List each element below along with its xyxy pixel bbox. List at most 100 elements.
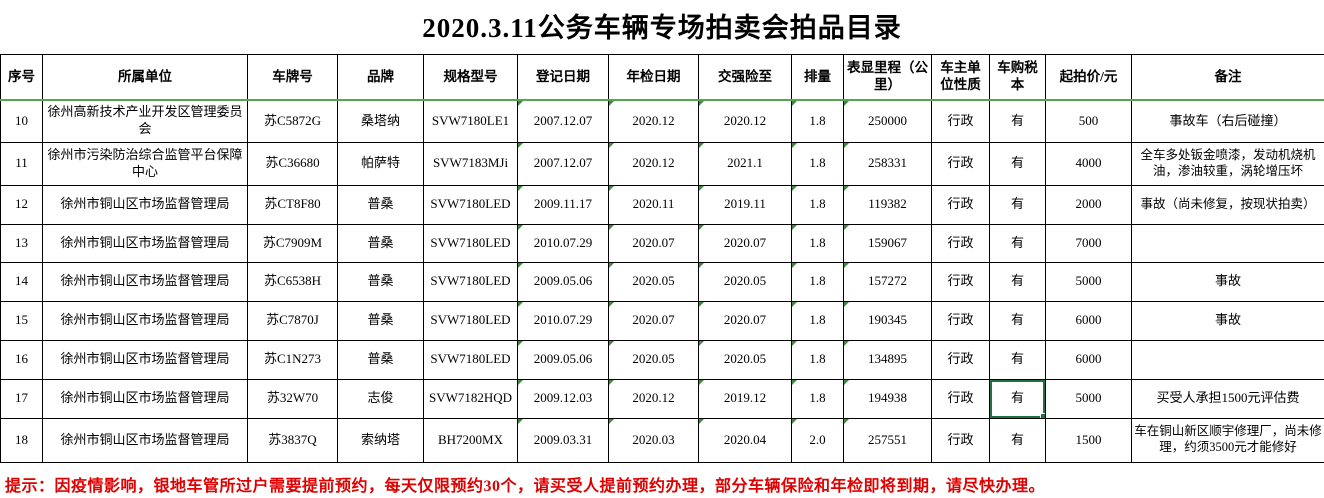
cell-reg-date[interactable]: 2007.12.07 — [517, 99, 609, 143]
cell-model[interactable]: SVW7180LE1 — [423, 99, 518, 143]
cell-plate[interactable]: 苏3837Q — [247, 417, 338, 463]
cell-remark[interactable]: 车在铜山新区顺宇修理厂，尚未修理，约须3500元才能修好 — [1131, 417, 1324, 463]
cell-reg-date[interactable]: 2009.05.06 — [517, 339, 609, 380]
cell-displacement[interactable]: 1.8 — [791, 99, 844, 143]
cell-tax-book[interactable]: 有 — [989, 417, 1046, 463]
cell-brand[interactable]: 普桑 — [337, 184, 424, 225]
column-header-insurance-until[interactable]: 交强险至 — [698, 54, 792, 101]
cell-tax-book[interactable]: 有 — [989, 99, 1046, 143]
cell-model[interactable]: SVW7180LED — [423, 223, 518, 263]
cell-start-price[interactable]: 1500 — [1045, 417, 1132, 463]
cell-no[interactable]: 16 — [0, 339, 43, 380]
cell-insurance-until[interactable]: 2019.12 — [698, 378, 792, 419]
cell-owner-type[interactable]: 行政 — [931, 184, 990, 225]
cell-reg-date[interactable]: 2009.05.06 — [517, 261, 609, 302]
cell-inspection-date[interactable]: 2020.11 — [608, 184, 699, 225]
cell-model[interactable]: SVW7180LED — [423, 339, 518, 380]
column-header-start-price[interactable]: 起拍价/元 — [1045, 54, 1132, 101]
cell-owner-type[interactable]: 行政 — [931, 378, 990, 419]
cell-inspection-date[interactable]: 2020.05 — [608, 261, 699, 302]
cell-remark[interactable]: 买受人承担1500元评估费 — [1131, 378, 1324, 419]
column-header-no[interactable]: 序号 — [0, 54, 43, 101]
cell-reg-date[interactable]: 2007.12.07 — [517, 141, 609, 186]
cell-unit[interactable]: 徐州高新技术产业开发区管理委员会 — [42, 99, 248, 143]
cell-insurance-until[interactable]: 2020.07 — [698, 223, 792, 263]
cell-insurance-until[interactable]: 2021.1 — [698, 141, 792, 186]
cell-displacement[interactable]: 1.8 — [791, 223, 844, 263]
cell-brand[interactable]: 普桑 — [337, 339, 424, 380]
cell-mileage[interactable]: 190345 — [843, 300, 932, 341]
cell-insurance-until[interactable]: 2020.04 — [698, 417, 792, 463]
cell-owner-type[interactable]: 行政 — [931, 339, 990, 380]
cell-no[interactable]: 10 — [0, 99, 43, 143]
cell-brand[interactable]: 普桑 — [337, 223, 424, 263]
cell-displacement[interactable]: 1.8 — [791, 378, 844, 419]
cell-no[interactable]: 18 — [0, 417, 43, 463]
cell-mileage[interactable]: 250000 — [843, 99, 932, 143]
cell-unit[interactable]: 徐州市铜山区市场监督管理局 — [42, 223, 248, 263]
cell-remark[interactable] — [1131, 223, 1324, 263]
cell-tax-book[interactable]: 有 — [989, 184, 1046, 225]
column-header-tax-book[interactable]: 车购税本 — [989, 54, 1046, 101]
column-header-mileage[interactable]: 表显里程（公里） — [843, 54, 932, 101]
cell-plate[interactable]: 苏C7870J — [247, 300, 338, 341]
column-header-brand[interactable]: 品牌 — [337, 54, 424, 101]
column-header-inspection-date[interactable]: 年检日期 — [608, 54, 699, 101]
column-header-owner-type[interactable]: 车主单位性质 — [931, 54, 990, 101]
cell-plate[interactable]: 苏C5872G — [247, 99, 338, 143]
column-header-plate[interactable]: 车牌号 — [247, 54, 338, 101]
selection-fill-handle[interactable] — [1040, 412, 1045, 417]
cell-no[interactable]: 17 — [0, 378, 43, 419]
column-header-reg-date[interactable]: 登记日期 — [517, 54, 609, 101]
cell-model[interactable]: SVW7182HQD — [423, 378, 518, 419]
cell-no[interactable]: 13 — [0, 223, 43, 263]
cell-reg-date[interactable]: 2010.07.29 — [517, 223, 609, 263]
cell-no[interactable]: 12 — [0, 184, 43, 225]
cell-owner-type[interactable]: 行政 — [931, 141, 990, 186]
cell-brand[interactable]: 帕萨特 — [337, 141, 424, 186]
cell-brand[interactable]: 桑塔纳 — [337, 99, 424, 143]
cell-owner-type[interactable]: 行政 — [931, 261, 990, 302]
cell-insurance-until[interactable]: 2020.05 — [698, 339, 792, 380]
cell-unit[interactable]: 徐州市污染防治综合监管平台保障中心 — [42, 141, 248, 186]
cell-owner-type[interactable]: 行政 — [931, 99, 990, 143]
cell-remark[interactable]: 事故 — [1131, 261, 1324, 302]
cell-remark[interactable]: 事故 — [1131, 300, 1324, 341]
cell-no[interactable]: 14 — [0, 261, 43, 302]
column-header-unit[interactable]: 所属单位 — [42, 54, 248, 101]
cell-owner-type[interactable]: 行政 — [931, 300, 990, 341]
cell-start-price[interactable]: 4000 — [1045, 141, 1132, 186]
cell-displacement[interactable]: 1.8 — [791, 300, 844, 341]
cell-remark[interactable]: 全车多处钣金喷漆，发动机烧机油，渗油较重，涡轮增压坏 — [1131, 141, 1324, 186]
cell-unit[interactable]: 徐州市铜山区市场监督管理局 — [42, 300, 248, 341]
cell-unit[interactable]: 徐州市铜山区市场监督管理局 — [42, 184, 248, 225]
cell-brand[interactable]: 索纳塔 — [337, 417, 424, 463]
cell-brand[interactable]: 普桑 — [337, 261, 424, 302]
cell-mileage[interactable]: 257551 — [843, 417, 932, 463]
cell-owner-type[interactable]: 行政 — [931, 417, 990, 463]
cell-plate[interactable]: 苏C36680 — [247, 141, 338, 186]
cell-mileage[interactable]: 134895 — [843, 339, 932, 380]
cell-model[interactable]: BH7200MX — [423, 417, 518, 463]
cell-inspection-date[interactable]: 2020.12 — [608, 99, 699, 143]
cell-owner-type[interactable]: 行政 — [931, 223, 990, 263]
cell-model[interactable]: SVW7180LED — [423, 300, 518, 341]
cell-start-price[interactable]: 6000 — [1045, 300, 1132, 341]
cell-inspection-date[interactable]: 2020.05 — [608, 339, 699, 380]
cell-mileage[interactable]: 258331 — [843, 141, 932, 186]
cell-insurance-until[interactable]: 2019.11 — [698, 184, 792, 225]
cell-inspection-date[interactable]: 2020.07 — [608, 300, 699, 341]
cell-inspection-date[interactable]: 2020.12 — [608, 378, 699, 419]
cell-brand[interactable]: 志俊 — [337, 378, 424, 419]
cell-reg-date[interactable]: 2010.07.29 — [517, 300, 609, 341]
cell-remark[interactable]: 事故（尚未修复，按现状拍卖） — [1131, 184, 1324, 225]
cell-displacement[interactable]: 1.8 — [791, 261, 844, 302]
cell-reg-date[interactable]: 2009.03.31 — [517, 417, 609, 463]
selected-cell-tax-book[interactable]: 有 — [989, 378, 1046, 419]
cell-unit[interactable]: 徐州市铜山区市场监督管理局 — [42, 339, 248, 380]
cell-tax-book[interactable]: 有 — [989, 339, 1046, 380]
cell-model[interactable]: SVW7180LED — [423, 184, 518, 225]
cell-mileage[interactable]: 157272 — [843, 261, 932, 302]
cell-start-price[interactable]: 6000 — [1045, 339, 1132, 380]
cell-plate[interactable]: 苏32W70 — [247, 378, 338, 419]
